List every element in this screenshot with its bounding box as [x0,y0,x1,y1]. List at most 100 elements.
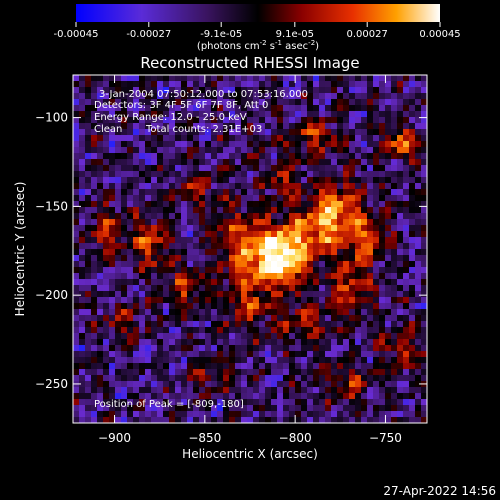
heatmap-cell [379,87,386,94]
heatmap-cell [337,339,344,346]
heatmap-cell [259,189,266,196]
heatmap-cell [157,285,164,292]
heatmap-cell [277,195,284,202]
heatmap-cell [121,135,128,142]
heatmap-cell [157,195,164,202]
heatmap-cell [361,207,368,214]
heatmap-cell [373,165,380,172]
heatmap-cell [313,411,320,418]
heatmap-cell [247,417,254,423]
heatmap-cell [193,327,200,334]
heatmap-cell [91,225,98,232]
heatmap-cell [421,345,427,352]
heatmap-cell [247,411,254,418]
heatmap-cell [379,381,386,388]
heatmap-cell [409,225,416,232]
heatmap-cell [145,117,152,124]
heatmap-cell [289,369,296,376]
heatmap-cell [295,291,302,298]
heatmap-cell [289,387,296,394]
heatmap-cell [127,111,134,118]
heatmap-cell [199,147,206,154]
heatmap-cell [313,405,320,412]
heatmap-cell [79,375,86,382]
heatmap-cell [97,147,104,154]
heatmap-cell [181,231,188,238]
heatmap-cell [313,273,320,280]
heatmap-cell [277,273,284,280]
heatmap-cell [421,105,427,112]
heatmap-cell [409,87,416,94]
heatmap-cell [133,393,140,400]
heatmap-cell [409,255,416,262]
heatmap-cell [325,111,332,118]
heatmap-cell [199,381,206,388]
heatmap-cell [409,273,416,280]
heatmap-cell [397,171,404,178]
heatmap-cell [397,273,404,280]
heatmap-cell [253,327,260,334]
heatmap-cell [253,93,260,100]
heatmap-cell [349,339,356,346]
heatmap-cell [193,225,200,232]
heatmap-cell [169,369,176,376]
heatmap-cell [103,153,110,160]
colorbar: -0.00045 -0.00027 -9.1e-05 9.1e-05 0.00027 0.… [54,4,461,52]
heatmap-cell [151,369,158,376]
heatmap-cell [103,375,110,382]
heatmap-cell [199,93,206,100]
heatmap-cell [109,249,116,256]
heatmap-cell [313,183,320,190]
heatmap-cell [367,387,374,394]
heatmap-cell [187,285,194,292]
heatmap-cell [373,309,380,316]
heatmap-cell [259,273,266,280]
heatmap-cell [289,189,296,196]
heatmap-cell [91,189,98,196]
heatmap-cell [115,207,122,214]
heatmap-cell [355,327,362,334]
heatmap-cell [325,255,332,262]
heatmap-cell [259,243,266,250]
heatmap-cell [79,387,86,394]
heatmap-cell [403,213,410,220]
heatmap-cell [403,405,410,412]
heatmap-cell [241,165,248,172]
heatmap-cell [85,255,92,262]
heatmap-cell [91,81,98,88]
heatmap-cell [229,261,236,268]
heatmap-cell [241,405,248,412]
heatmap-cell [139,237,146,244]
heatmap-cell [271,183,278,190]
heatmap-cell [421,267,427,274]
heatmap-cell [397,189,404,196]
heatmap-cell [295,249,302,256]
heatmap-cell [79,75,86,82]
heatmap-cell [361,225,368,232]
heatmap-cell [163,285,170,292]
heatmap-cell [247,375,254,382]
heatmap-cell [289,327,296,334]
heatmap-cell [313,381,320,388]
heatmap-cell [223,195,230,202]
heatmap-cell [109,387,116,394]
heatmap-cell [421,93,427,100]
heatmap-cell [265,369,272,376]
heatmap-cell [277,177,284,184]
heatmap-cell [199,375,206,382]
heatmap-cell [391,99,398,106]
heatmap-cell [235,201,242,208]
heatmap-cell [259,87,266,94]
heatmap-cell [307,267,314,274]
heatmap-cell [91,201,98,208]
heatmap-cell [337,99,344,106]
heatmap-cell [259,345,266,352]
heatmap-cell [295,231,302,238]
heatmap-cell [139,129,146,136]
heatmap-cell [379,261,386,268]
heatmap-cell [331,243,338,250]
heatmap-cell [193,129,200,136]
heatmap-cell [97,123,104,130]
heatmap-cell [415,309,422,316]
heatmap-cell [109,369,116,376]
